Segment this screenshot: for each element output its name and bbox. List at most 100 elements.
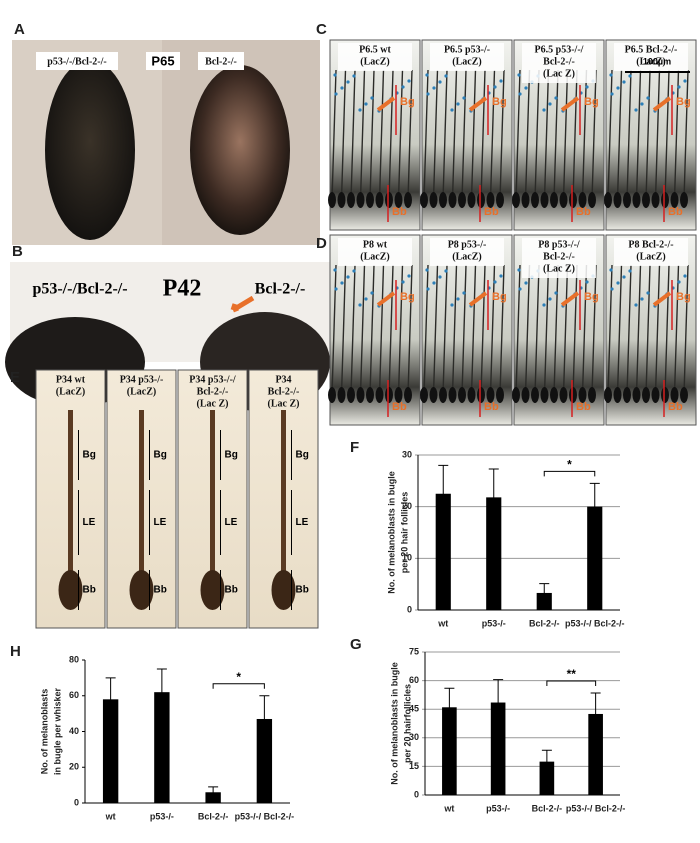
hair (607, 69, 613, 201)
stain (432, 281, 436, 285)
hair (350, 69, 356, 201)
hair (534, 69, 540, 201)
arrow (468, 291, 488, 307)
marker: LE (154, 517, 167, 528)
bulb (200, 570, 225, 610)
stain (456, 102, 460, 106)
caption: (Lac Z) (543, 263, 575, 274)
hair (616, 69, 623, 201)
panel-letter: H (10, 643, 21, 660)
marker: Bb (484, 206, 499, 218)
y-tick-label: 15 (409, 761, 419, 771)
panel-letter: B (12, 243, 23, 260)
caption: P34 p53-/- (120, 374, 164, 385)
arrow (468, 96, 488, 112)
stain (425, 268, 429, 272)
caption: P34 wt (56, 374, 86, 385)
hair (645, 69, 651, 201)
error-bar (493, 679, 504, 726)
bulb (521, 387, 530, 403)
stain (548, 297, 552, 301)
stain (499, 274, 503, 278)
panel-letter: F (350, 439, 359, 456)
bar (442, 707, 457, 795)
y-tick-label: 40 (69, 726, 79, 736)
bulb (550, 192, 558, 208)
genotype-label: Bcl-2-/- (255, 281, 306, 298)
marker: Bg (676, 96, 691, 108)
stain (517, 268, 521, 272)
stain (333, 73, 337, 77)
hair (673, 264, 680, 396)
bar (490, 702, 506, 795)
stain (524, 281, 528, 285)
bulb (271, 570, 296, 610)
bulb (439, 387, 447, 403)
bulb (623, 387, 631, 403)
marker: LE (296, 517, 309, 528)
bulb (347, 192, 355, 208)
hair (534, 264, 540, 396)
genotype-label: p53-/-/Bcl-2-/- (32, 281, 127, 298)
stain (493, 85, 497, 89)
bulb (588, 192, 596, 208)
marker: Bb (668, 206, 683, 218)
stain (517, 73, 521, 77)
hair (635, 264, 642, 396)
stage-label: P65 (151, 53, 174, 68)
hair (489, 69, 496, 201)
stain (610, 287, 614, 291)
bulb (448, 387, 457, 403)
panel-letter: A (14, 21, 25, 38)
bulb (550, 387, 558, 403)
stain (499, 79, 503, 83)
hair (515, 264, 521, 396)
stain (634, 303, 638, 307)
caption: (Lac Z) (268, 398, 300, 409)
hair (562, 69, 569, 201)
caption: Bcl-2-/- (197, 386, 229, 397)
hair (664, 69, 670, 201)
bulb (559, 387, 568, 403)
marker: Bb (392, 206, 407, 218)
stain (333, 268, 337, 272)
hair (480, 264, 486, 396)
x-tick-label: p53-/-/ Bcl-2-/- (565, 618, 625, 628)
stain (542, 303, 546, 307)
significance: * (567, 458, 572, 472)
bulb (375, 387, 384, 403)
bulb (366, 387, 374, 403)
hair (432, 69, 439, 201)
arrow (376, 291, 396, 307)
marker: Bb (154, 585, 167, 596)
bulb (680, 387, 688, 403)
mouse (190, 65, 290, 235)
hair (683, 264, 689, 396)
hair (524, 69, 531, 201)
genotype-label: p53-/-/Bcl-2-/- (47, 56, 106, 67)
stain (585, 280, 589, 284)
hair (626, 69, 632, 201)
stain (456, 297, 460, 301)
marker: Bg (584, 96, 599, 108)
hair (407, 264, 413, 396)
hair (626, 264, 632, 396)
y-tick-label: 75 (409, 646, 419, 656)
stain (609, 268, 613, 272)
caption: P8 wt (363, 239, 388, 250)
label-bg (198, 52, 244, 70)
hair (369, 264, 375, 396)
marker: Bg (400, 291, 415, 303)
hair (673, 69, 680, 201)
x-tick-label: Bcl-2-/- (529, 618, 560, 628)
bulb (651, 387, 660, 403)
stain (358, 303, 362, 307)
y-axis-label: in bugle per whisker (52, 687, 62, 775)
bulb (569, 192, 577, 208)
bulb (467, 387, 476, 403)
bulb (604, 192, 612, 208)
hair (664, 264, 670, 396)
bulb (578, 387, 587, 403)
hair (553, 69, 559, 201)
bulb (670, 192, 679, 208)
